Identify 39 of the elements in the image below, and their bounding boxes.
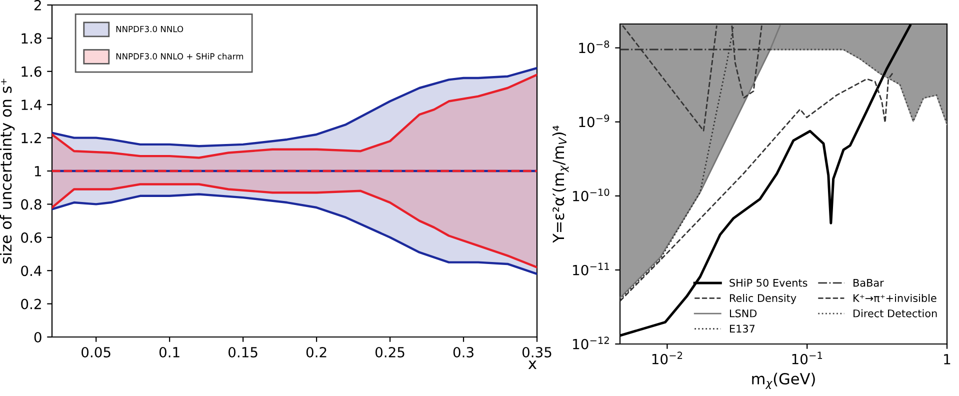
x-axis-title: m$_{χ}$(GeV) bbox=[752, 372, 815, 390]
y-tick-label: 10$^{−11}$ bbox=[573, 262, 609, 276]
y-tick-label: 10$^{−8}$ bbox=[579, 40, 610, 54]
x-tick-label: 0.25 bbox=[375, 346, 404, 358]
legend-label: SHiP 50 Events bbox=[730, 278, 808, 287]
y-axis-title: size of uncertainty on s⁺ bbox=[0, 78, 15, 264]
x-tick-label: 0.05 bbox=[82, 346, 110, 358]
y-tick-label: 1.6 bbox=[22, 66, 42, 77]
y-tick-label: 1.2 bbox=[22, 132, 41, 144]
y-tick-label: 0.2 bbox=[21, 298, 41, 310]
x-tick-label: 10$^{−1}$ bbox=[792, 352, 822, 364]
legend-label: NNPDF3.0 NNLO bbox=[116, 26, 184, 32]
x-tick-label: 0.3 bbox=[453, 346, 474, 358]
y-tick-label: 10$^{−12}$ bbox=[573, 336, 609, 350]
x-tick-label: 0.2 bbox=[306, 346, 326, 358]
y-axis-title: Y=ε²α′(m$_{χ}$/m$_{V}$)⁴ bbox=[552, 126, 569, 243]
y-tick-label: 2 bbox=[34, 0, 41, 10]
y-tick-label: 10$^{−9}$ bbox=[579, 114, 610, 128]
x-tick-label: 0.1 bbox=[159, 346, 180, 358]
x-axis-title: x bbox=[528, 360, 536, 369]
legend-label: E137 bbox=[730, 324, 755, 333]
y-tick-label: 0.6 bbox=[21, 232, 42, 243]
y-tick-label: 0.8 bbox=[21, 199, 42, 210]
x-tick-label: 0.15 bbox=[228, 346, 258, 358]
y-tick-label: 1.4 bbox=[22, 100, 42, 110]
y-tick-label: 1.8 bbox=[22, 33, 42, 44]
x-tick-label: 0.35 bbox=[522, 346, 552, 358]
y-tick-label: 1 bbox=[34, 166, 41, 176]
legend-label: BaBar bbox=[854, 278, 884, 287]
legend-label: K⁺→π⁺+invisible bbox=[854, 294, 936, 302]
y-tick-label: 0.4 bbox=[21, 266, 42, 276]
x-tick-label: 1 bbox=[944, 354, 950, 364]
legend-label: Relic Density bbox=[730, 294, 796, 304]
y-tick-label: 0 bbox=[34, 332, 42, 342]
legend-label: NNPDF3.0 NNLO + SHiP charm bbox=[116, 53, 244, 60]
legend-label: LSND bbox=[730, 309, 757, 318]
legend-label: Direct Detection bbox=[854, 309, 937, 318]
y-tick-label: 10$^{−10}$ bbox=[573, 188, 610, 202]
x-tick-label: 10$^{−2}$ bbox=[652, 352, 682, 364]
